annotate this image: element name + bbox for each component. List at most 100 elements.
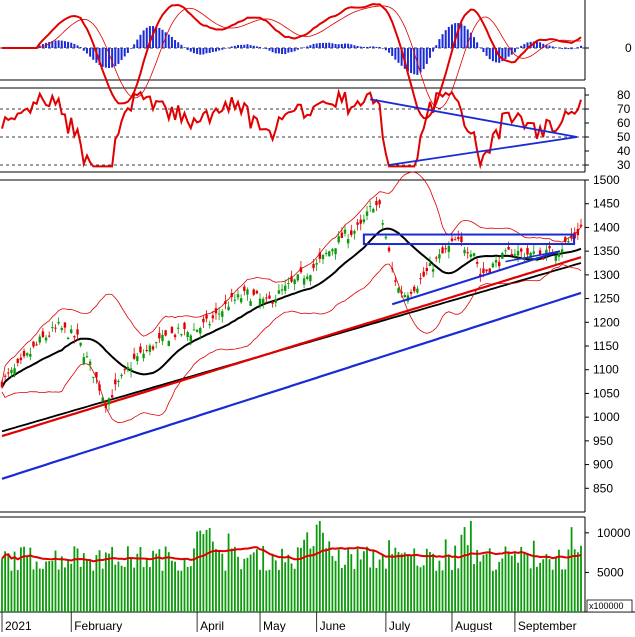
macd-histogram-bar bbox=[381, 48, 384, 49]
macd-histogram-bar bbox=[259, 46, 262, 48]
macd-histogram-bar bbox=[117, 48, 120, 64]
candle-body bbox=[29, 353, 32, 357]
macd-histogram-bar bbox=[485, 48, 488, 56]
volume-bar bbox=[180, 570, 183, 612]
candle-body bbox=[114, 379, 117, 385]
x-tick-label: 2021 bbox=[5, 619, 32, 632]
macd-histogram-bar bbox=[428, 48, 431, 58]
volume-bar bbox=[7, 553, 10, 612]
candle-body bbox=[41, 331, 45, 338]
macd-histogram-bar bbox=[214, 48, 217, 52]
volume-bar bbox=[419, 567, 422, 612]
candle-body bbox=[469, 254, 473, 257]
macd-histogram-bar bbox=[240, 44, 243, 48]
macd-histogram-bar bbox=[473, 37, 476, 48]
volume-bar bbox=[111, 547, 114, 612]
candle-body bbox=[261, 298, 265, 304]
candle-body bbox=[249, 301, 252, 306]
macd-histogram-bar bbox=[63, 41, 66, 48]
volume-bar bbox=[45, 561, 47, 612]
candle-body bbox=[381, 223, 384, 225]
candle-body bbox=[435, 257, 438, 259]
macd-histogram-bar bbox=[450, 24, 453, 48]
volume-bar bbox=[554, 556, 557, 612]
candle-body bbox=[189, 335, 193, 342]
macd-histogram-bar bbox=[328, 42, 331, 48]
volume-bar bbox=[158, 549, 161, 612]
price-tick-label: 1400 bbox=[593, 220, 620, 234]
candle-body bbox=[475, 261, 479, 264]
candle-body bbox=[457, 237, 460, 240]
macd-histogram-bar bbox=[359, 46, 362, 48]
volume-bar bbox=[532, 540, 535, 612]
macd-histogram-bar bbox=[507, 48, 510, 57]
candle-body bbox=[419, 278, 422, 280]
macd-histogram-bar bbox=[356, 45, 359, 48]
price-tick-label: 1450 bbox=[593, 197, 620, 211]
candle-body bbox=[167, 340, 170, 347]
macd-histogram-bar bbox=[158, 27, 161, 48]
candle-body bbox=[16, 358, 19, 363]
candle-body bbox=[579, 224, 583, 227]
candle-body bbox=[123, 369, 126, 371]
candle-body bbox=[453, 239, 457, 241]
candle-body bbox=[139, 346, 142, 353]
volume-tick-label: 5000 bbox=[597, 565, 624, 579]
macd-histogram-bar bbox=[101, 48, 104, 67]
volume-bar bbox=[542, 559, 545, 612]
macd-histogram-bar bbox=[284, 48, 287, 55]
macd-histogram-bar bbox=[76, 45, 79, 48]
macd-histogram-bar bbox=[287, 48, 290, 53]
candle-body bbox=[199, 328, 202, 334]
candle-body bbox=[334, 248, 337, 255]
candle-body bbox=[101, 397, 104, 402]
macd-histogram-bar bbox=[334, 43, 337, 48]
macd-histogram-bar bbox=[177, 42, 180, 48]
volume-bar bbox=[322, 532, 324, 612]
volume-bar bbox=[432, 553, 435, 612]
macd-histogram-bar bbox=[432, 48, 435, 52]
candle-body bbox=[277, 290, 281, 294]
candle-body bbox=[25, 353, 29, 356]
candle-body bbox=[145, 349, 148, 351]
macd-histogram-bar bbox=[41, 44, 44, 48]
macd-histogram-bar bbox=[444, 30, 447, 48]
macd-histogram-bar bbox=[199, 48, 202, 55]
macd-histogram-bar bbox=[331, 43, 334, 48]
volume-bar bbox=[32, 569, 35, 612]
macd-histogram-bar bbox=[501, 48, 504, 62]
candle-body bbox=[431, 269, 435, 272]
candle-body bbox=[164, 330, 167, 336]
macd-histogram-bar bbox=[60, 40, 63, 48]
candle-body bbox=[472, 253, 476, 257]
macd-histogram-bar bbox=[293, 48, 296, 52]
volume-bar bbox=[369, 567, 372, 612]
volume-bar bbox=[23, 546, 25, 612]
candle-body bbox=[554, 255, 558, 261]
volume-bar bbox=[375, 567, 378, 612]
volume-bar bbox=[218, 550, 221, 612]
volume-panel: 10000 5000 x100000 bbox=[1, 520, 633, 613]
candle-body bbox=[390, 268, 394, 270]
candle-body bbox=[230, 293, 233, 298]
candle-body bbox=[293, 279, 296, 285]
volume-bar bbox=[108, 553, 110, 612]
candle-body bbox=[444, 248, 447, 250]
candle-body bbox=[280, 289, 284, 291]
volume-bar bbox=[539, 562, 541, 612]
candle-body bbox=[32, 341, 35, 347]
candle-body bbox=[359, 219, 362, 224]
volume-bar bbox=[473, 563, 475, 612]
candle-body bbox=[375, 201, 378, 206]
candle-body bbox=[403, 295, 406, 298]
volume-bar bbox=[148, 567, 151, 612]
candle-body bbox=[148, 345, 152, 352]
volume-bar bbox=[485, 553, 488, 612]
candle-body bbox=[110, 395, 114, 398]
macd-histogram-bar bbox=[350, 44, 353, 48]
volume-bar bbox=[394, 547, 397, 612]
macd-histogram-bar bbox=[325, 42, 328, 48]
candle-body bbox=[353, 231, 356, 234]
volume-bar bbox=[407, 554, 409, 612]
